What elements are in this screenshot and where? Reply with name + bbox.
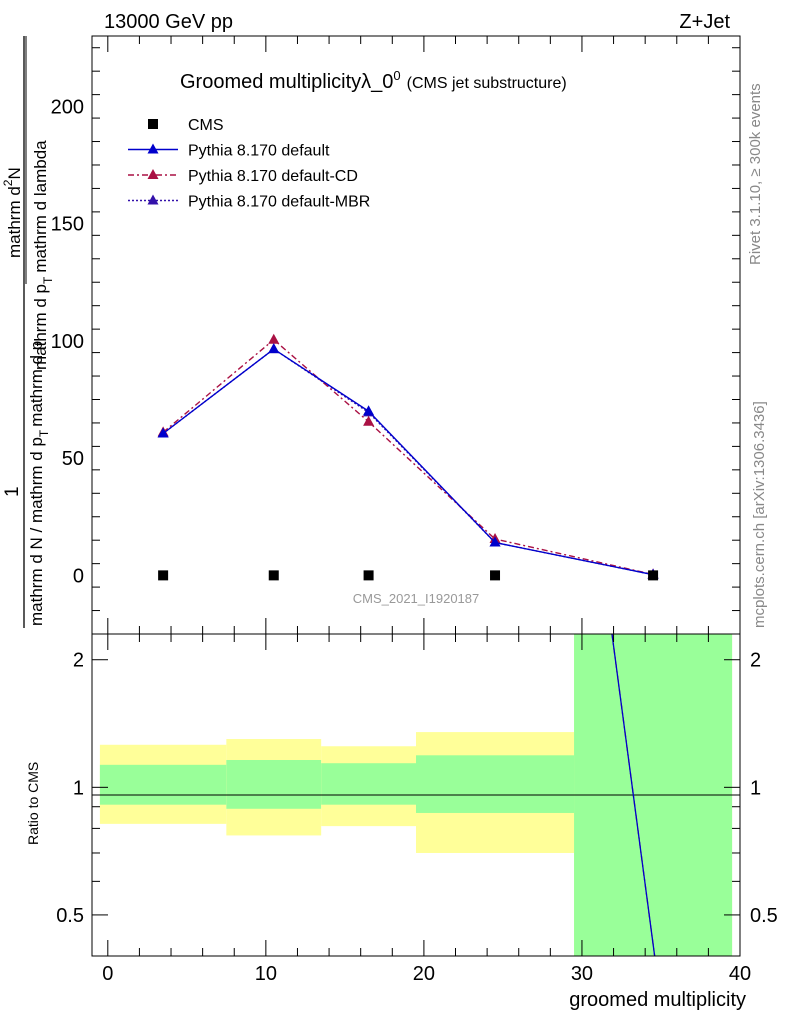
- cms-data-point: [648, 570, 659, 581]
- ylabel-numer-sup: 2: [1, 179, 15, 186]
- series-marker: [363, 415, 375, 426]
- main-title-text: Groomed multiplicity: [180, 71, 361, 93]
- main-ytick-labels: 0 50 100 150 200: [51, 96, 84, 587]
- ylabel-inner-numerator: mathrm d2N: [1, 167, 24, 258]
- legend-marker-triangle: [147, 143, 159, 154]
- ratio-band-green: [321, 763, 416, 805]
- ratio-ytick-label-right: 1: [750, 777, 761, 799]
- ratio-lines: [611, 633, 656, 957]
- ratio-ytick-label-right: 2: [750, 650, 761, 672]
- main-ytick-label: 150: [51, 214, 84, 236]
- ylabel-inner-denom-part: mathrm d p: [31, 284, 50, 370]
- series-marker: [363, 405, 375, 416]
- ylabel-denominator-sub: T: [37, 429, 51, 437]
- legend-marker-triangle: [147, 169, 159, 179]
- xtick-label: 30: [571, 963, 593, 985]
- main-title-lambda: λ_0: [361, 71, 393, 93]
- analysis-watermark: CMS_2021_I1920187: [353, 591, 480, 606]
- series-marker: [157, 427, 169, 438]
- main-ytick-label: 50: [62, 448, 84, 470]
- ylabel-denominator-rest: mathrm d p: [27, 341, 46, 427]
- xtick-label: 40: [729, 963, 751, 985]
- ratio-band-green: [99, 764, 227, 805]
- ylabel-denominator-text: mathrm d N / mathrm d p: [27, 437, 46, 626]
- legend: CMS Pythia 8.170 default Pythia 8.170 defa…: [128, 117, 370, 211]
- main-ytick-label: 100: [51, 331, 84, 353]
- legend-label: Pythia 8.170 default: [188, 143, 330, 160]
- ratio-ylabel: Ratio to CMS: [25, 762, 41, 845]
- main-ylabel: 1 mathrm d N / mathrm d pTmathrm d p mat…: [1, 36, 55, 628]
- ratio-ytick-labels: 0.5 0.5 1 1 2 2: [56, 650, 778, 927]
- header-process: Z+Jet: [679, 11, 730, 33]
- main-title-sup: 0: [393, 68, 400, 83]
- ratio-bands: [99, 634, 733, 956]
- main-axis-ticks: [92, 36, 741, 635]
- series-line: [162, 348, 654, 576]
- ylabel-inner-denom-sub: T: [41, 276, 55, 284]
- header-energy: 13000 GeV pp: [104, 11, 233, 33]
- legend-marker-triangle: [147, 194, 159, 205]
- xtick-label: 0: [102, 963, 113, 985]
- ylabel-one: 1: [2, 486, 23, 497]
- x-axis-label: groomed multiplicity: [569, 989, 746, 1011]
- ratio-line-default: [611, 633, 656, 957]
- ylabel-outer-denominator: mathrm d N / mathrm d pTmathrm d p: [27, 341, 51, 626]
- legend-label: Pythia 8.170 default-MBR: [188, 194, 370, 211]
- series-marker: [489, 536, 501, 547]
- ylabel-inner-denominator: mathrm d pTmathrm d lambda: [31, 140, 55, 370]
- cms-data-point: [363, 570, 374, 581]
- legend-label: CMS: [188, 117, 224, 134]
- main-ytick-label: 200: [51, 96, 84, 118]
- main-title: Groomed multiplicityλ_00 (CMS jet substru…: [180, 68, 567, 93]
- ratio-band-green: [226, 760, 322, 809]
- series-line: [162, 338, 654, 576]
- xtick-labels: 0 10 20 30 40: [102, 963, 751, 985]
- legend-label: Pythia 8.170 default-CD: [188, 168, 358, 185]
- ratio-axis-ticks: [92, 634, 741, 957]
- ylabel-numer-rest: N: [5, 167, 24, 179]
- xtick-label: 10: [255, 963, 277, 985]
- ratio-ytick-label-right: 0.5: [750, 905, 778, 927]
- series-marker: [268, 343, 280, 354]
- cms-data-point: [268, 570, 279, 581]
- mcplots-label: mcplots.cern.ch [arXiv:1306.3436]: [751, 401, 768, 628]
- ratio-ytick-label-left: 2: [73, 650, 84, 672]
- main-series: [157, 333, 659, 581]
- series-marker: [268, 333, 280, 344]
- ratio-plot-frame: [91, 633, 741, 957]
- legend-marker-square: [148, 119, 158, 129]
- rivet-label: Rivet 3.1.10, ≥ 300k events: [747, 83, 764, 265]
- cms-data-point: [158, 570, 169, 581]
- ratio-ytick-label-left: 0.5: [56, 905, 84, 927]
- ylabel-inner-denom-tail: mathrm d lambda: [31, 140, 50, 273]
- ratio-ytick-label-left: 1: [73, 777, 84, 799]
- series-line: [162, 348, 654, 576]
- cms-data-point: [490, 570, 501, 581]
- main-ytick-label: 0: [73, 565, 84, 587]
- ratio-band-green: [416, 755, 575, 813]
- ylabel-numer-right: mathrm d: [5, 186, 24, 258]
- xtick-label: 20: [413, 963, 435, 985]
- main-title-suffix: (CMS jet substructure): [407, 75, 567, 92]
